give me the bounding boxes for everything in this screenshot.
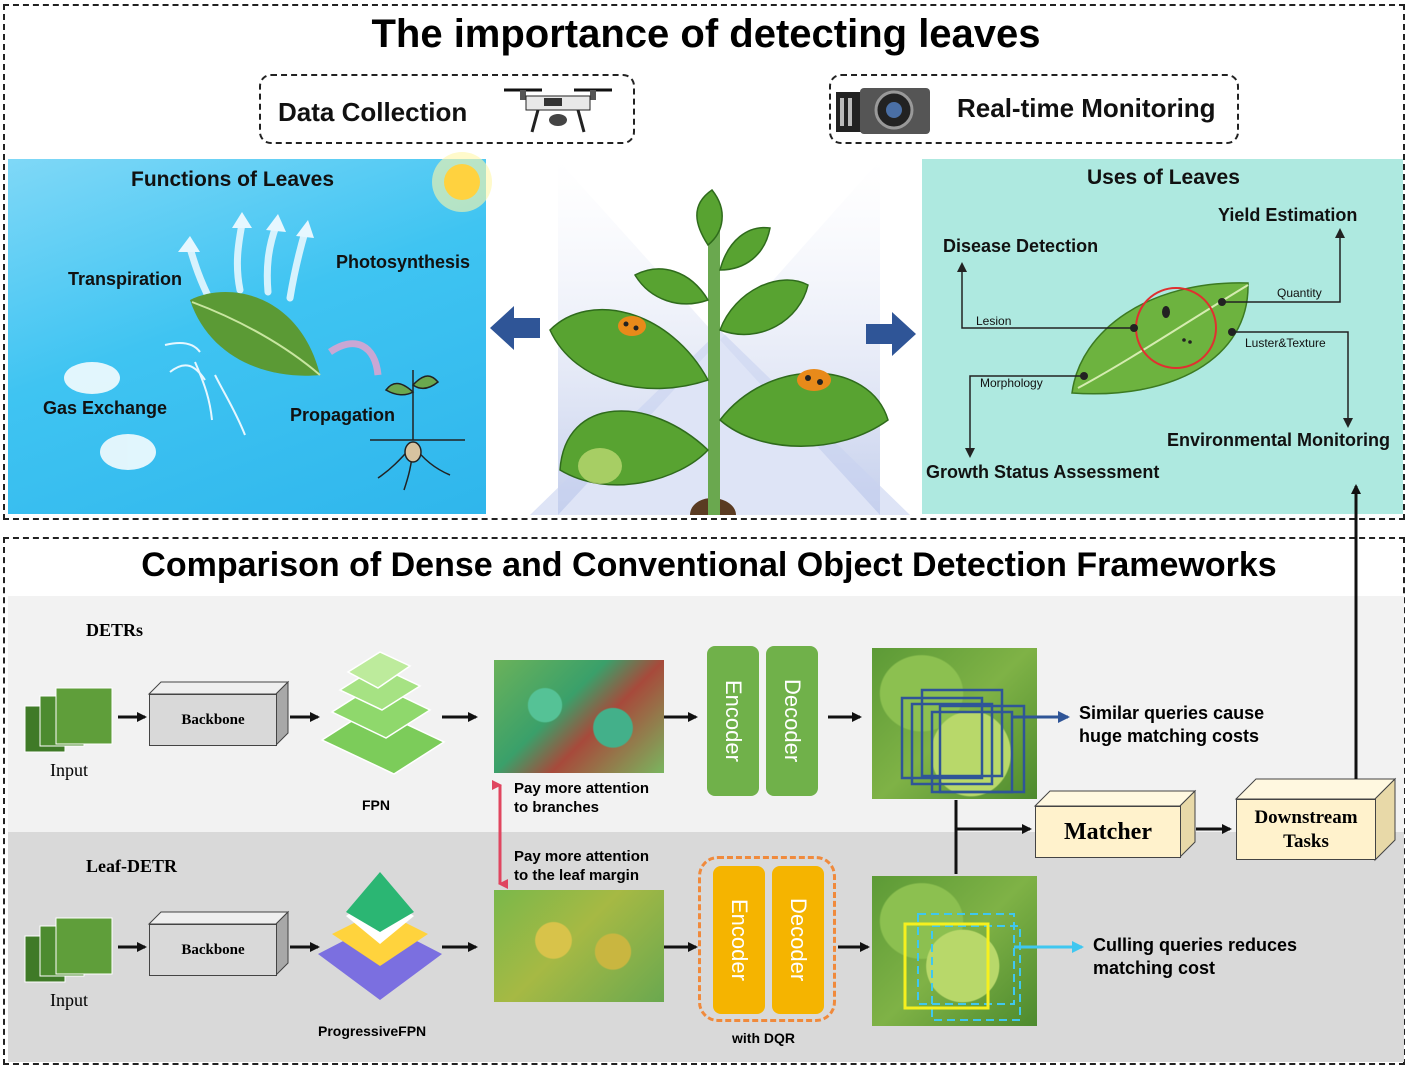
data-collection-box — [259, 74, 635, 144]
matcher-box: Matcher — [1035, 806, 1181, 858]
disease-detection-label: Disease Detection — [943, 236, 1099, 256]
cloud-icon — [64, 362, 156, 470]
yield-estimation-label: Yield Estimation — [1218, 205, 1358, 225]
leafdetr-encoder: Encoder — [713, 866, 765, 1014]
quantity-label: Quantity — [1277, 286, 1322, 300]
leafdetr-label: Leaf-DETR — [86, 856, 177, 876]
realtime-monitoring-label: Real-time Monitoring — [957, 93, 1216, 123]
lesion-label: Lesion — [976, 314, 1012, 328]
ladybug-icon — [618, 316, 831, 391]
downstream-tasks-box: Downstream Tasks — [1236, 799, 1376, 860]
leaf-icon — [190, 292, 321, 376]
detrs-feature-map — [494, 660, 664, 773]
functions-title: Functions of Leaves — [131, 168, 335, 191]
propagation-label: Propagation — [290, 405, 396, 425]
seedling-icon — [370, 370, 465, 491]
realtime-monitoring-box — [829, 74, 1239, 144]
fpn-label: FPN — [362, 797, 390, 813]
detrs-attention-note: Pay more attention to branches — [514, 780, 650, 816]
transpiration-label: Transpiration — [68, 269, 183, 289]
detrs-backbone-box: Backbone — [149, 694, 277, 746]
leafdetr-input-label: Input — [50, 990, 88, 1010]
detrs-encoder: Encoder — [707, 646, 759, 796]
environmental-monitoring-label: Environmental Monitoring — [1167, 430, 1390, 450]
importance-title: The importance of detecting leaves — [371, 12, 1041, 56]
morphology-label: Morphology — [980, 376, 1043, 390]
sun-icon — [432, 152, 492, 212]
detrs-matching-note: Similar queries cause huge matching cost… — [1079, 703, 1265, 746]
data-collection-label: Data Collection — [278, 97, 468, 127]
insect-icon — [1162, 306, 1192, 344]
progressive-fpn-label: ProgressiveFPN — [318, 1023, 427, 1039]
comparison-panel — [3, 537, 1405, 1065]
gas-exchange-label: Gas Exchange — [43, 398, 168, 418]
detrs-label: DETRs — [86, 620, 144, 640]
luster-texture-label: Luster&Texture — [1245, 336, 1326, 350]
leafdetr-result-image — [872, 876, 1037, 1026]
importance-panel — [3, 4, 1405, 520]
photosynthesis-label: Photosynthesis — [336, 252, 471, 272]
leafdetr-backbone-box: Backbone — [149, 924, 277, 976]
dqr-dashed-frame — [698, 856, 836, 1022]
leafdetr-feature-map — [494, 890, 664, 1002]
detrs-decoder: Decoder — [766, 646, 818, 796]
detrs-input-label: Input — [50, 760, 88, 780]
leafdetr-attention-note: Pay more attention to the leaf margin — [514, 848, 650, 884]
comparison-title: Comparison of Dense and Conventional Obj… — [141, 546, 1277, 584]
leafdetr-decoder: Decoder — [772, 866, 824, 1014]
with-dqr-label: with DQR — [732, 1030, 795, 1046]
leafdetr-matching-note: Culling queries reduces matching cost — [1093, 935, 1298, 978]
uses-title: Uses of Leaves — [1087, 166, 1240, 189]
detrs-result-image — [872, 648, 1037, 799]
growth-status-label: Growth Status Assessment — [926, 462, 1160, 482]
leaf-icon — [1071, 282, 1249, 395]
